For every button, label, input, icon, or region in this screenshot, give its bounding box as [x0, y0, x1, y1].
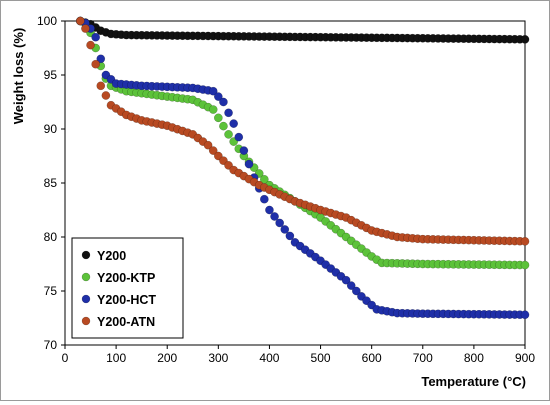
legend-box: [71, 237, 184, 339]
data-point: [224, 108, 233, 118]
data-point: [520, 260, 530, 270]
data-marks: [75, 16, 530, 320]
y-axis-label: Weight loss (%): [11, 28, 26, 125]
y-tick-label: 85: [44, 176, 58, 190]
x-tick-label: 600: [362, 351, 382, 365]
data-point: [101, 91, 111, 100]
data-point: [259, 194, 269, 204]
data-point: [520, 310, 530, 320]
legend-label: Y200-ATN: [97, 315, 155, 329]
data-point: [213, 113, 223, 123]
legend-label: Y200: [97, 249, 126, 263]
legend-marker: [81, 316, 91, 326]
legend-marker: [81, 294, 91, 304]
data-point: [285, 231, 295, 241]
data-point: [219, 121, 228, 131]
axes: 0 100 200 300 400 500 600 700 800 900 70 75 80 85 90 95…: [11, 14, 535, 389]
x-tick-label: 900: [515, 351, 535, 365]
x-tick-label: 500: [311, 351, 331, 365]
data-point: [208, 86, 218, 96]
data-point: [91, 59, 101, 69]
data-point: [520, 35, 530, 44]
data-point: [75, 16, 85, 26]
series-y200-atn: [75, 16, 530, 246]
y-tick-label: 100: [37, 14, 57, 28]
legend-marker: [81, 250, 91, 260]
data-point: [96, 81, 106, 91]
series-y200-hct: [75, 16, 530, 320]
data-point: [96, 54, 106, 64]
x-tick-label: 300: [208, 351, 228, 365]
data-point: [81, 24, 90, 33]
data-point: [213, 92, 223, 101]
x-tick-label: 800: [464, 351, 484, 365]
data-point: [86, 40, 95, 50]
data-point: [239, 146, 249, 155]
series-y200: [75, 16, 530, 44]
x-tick-label: 700: [413, 351, 433, 365]
data-point: [224, 130, 233, 139]
x-tick-label: 200: [157, 351, 177, 365]
data-point: [244, 159, 254, 169]
y-tick-label: 75: [44, 284, 58, 298]
data-point: [229, 119, 239, 128]
data-point: [520, 236, 530, 246]
x-tick-label: 0: [62, 351, 69, 365]
x-tick-label: 100: [106, 351, 126, 365]
data-point: [280, 225, 290, 234]
y-tick-label: 90: [44, 122, 58, 136]
data-point: [265, 205, 274, 215]
data-point: [351, 286, 361, 296]
data-point: [275, 218, 285, 228]
x-tick-label: 400: [259, 351, 279, 365]
data-point: [346, 281, 356, 290]
data-point: [91, 32, 101, 42]
y-tick-label: 95: [44, 68, 58, 82]
y-tick-label: 70: [44, 338, 58, 352]
data-point: [341, 275, 351, 285]
legend-label: Y200-HCT: [97, 293, 156, 307]
legend: Y200 Y200-KTP Y200-HCT Y200-ATN: [71, 237, 184, 339]
data-point: [208, 105, 218, 114]
data-point: [270, 212, 279, 221]
data-point: [208, 146, 218, 155]
legend-label: Y200-KTP: [97, 271, 155, 285]
data-point: [234, 132, 244, 142]
legend-marker: [81, 272, 91, 282]
data-point: [203, 140, 213, 150]
data-point: [219, 97, 228, 107]
y-tick-label: 80: [44, 230, 58, 244]
x-axis-label: Temperature (°C): [421, 374, 526, 389]
